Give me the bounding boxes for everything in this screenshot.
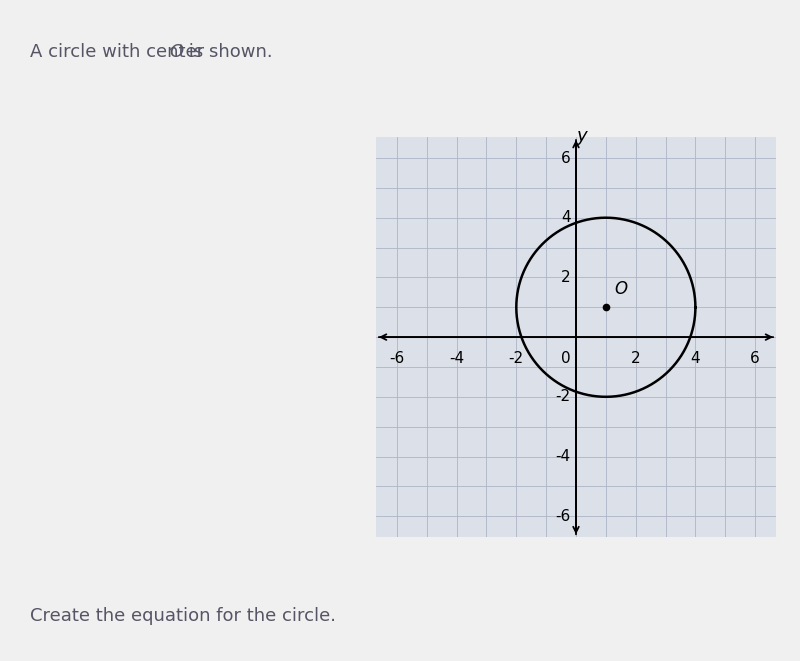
Text: -6: -6 xyxy=(555,509,570,524)
Text: is shown.: is shown. xyxy=(183,43,273,61)
Text: 6: 6 xyxy=(750,350,760,366)
Text: Create the equation for the circle.: Create the equation for the circle. xyxy=(30,607,336,625)
Text: 6: 6 xyxy=(561,151,570,165)
Text: -2: -2 xyxy=(555,389,570,405)
Text: y: y xyxy=(576,126,586,145)
Text: 0: 0 xyxy=(561,350,570,366)
Text: 2: 2 xyxy=(631,350,641,366)
Text: -2: -2 xyxy=(509,350,524,366)
Text: 4: 4 xyxy=(561,210,570,225)
Text: A circle with center: A circle with center xyxy=(30,43,210,61)
Text: -4: -4 xyxy=(449,350,464,366)
Text: O: O xyxy=(169,43,183,61)
Text: -6: -6 xyxy=(390,350,405,366)
Text: 2: 2 xyxy=(561,270,570,285)
Text: 4: 4 xyxy=(690,350,700,366)
Text: O: O xyxy=(615,280,628,298)
Text: -4: -4 xyxy=(555,449,570,464)
